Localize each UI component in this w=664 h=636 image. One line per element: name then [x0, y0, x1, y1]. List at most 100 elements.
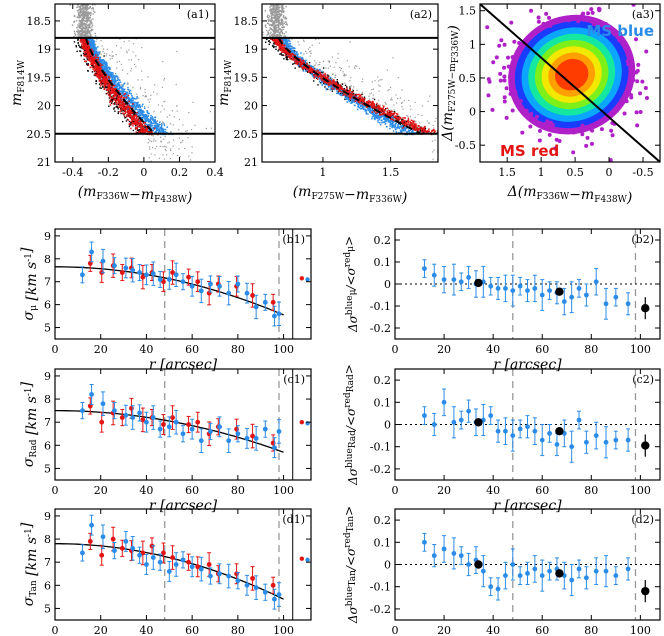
- grey-star: [81, 35, 84, 37]
- grey-star: [149, 98, 151, 100]
- blue-star: [111, 75, 114, 78]
- grey-star: [81, 31, 83, 33]
- grey-star: [274, 4, 276, 7]
- grey-star: [83, 24, 85, 26]
- grey-star: [80, 25, 83, 27]
- grey-star: [267, 20, 270, 22]
- black-star: [365, 105, 367, 107]
- red-star: [83, 50, 85, 53]
- grey-star: [84, 29, 86, 31]
- blue-star: [136, 104, 138, 106]
- red-star: [109, 99, 112, 101]
- red-star: [94, 66, 96, 68]
- blue-star: [91, 41, 94, 44]
- grey-star: [270, 5, 272, 7]
- grey-star: [378, 84, 380, 86]
- blue-star: [93, 46, 96, 48]
- black-star: [349, 86, 351, 88]
- blue-star: [119, 90, 122, 92]
- grey-star: [279, 28, 281, 31]
- blue-star: [115, 84, 117, 86]
- blue-star: [141, 113, 143, 115]
- grey-star: [361, 80, 363, 83]
- grey-star: [78, 35, 80, 37]
- blue-star: [128, 99, 130, 102]
- grey-star: [387, 108, 390, 110]
- blue-star: [380, 116, 382, 119]
- grey-star: [303, 53, 305, 55]
- grey-star: [86, 6, 88, 9]
- grey-star: [311, 44, 313, 46]
- grey-star: [371, 97, 374, 100]
- black-star: [273, 41, 275, 44]
- blue-star: [344, 96, 347, 99]
- black-star: [391, 115, 393, 117]
- blue-star: [287, 43, 289, 45]
- blue-star: [288, 47, 290, 50]
- grey-star: [159, 123, 162, 126]
- black-star: [273, 43, 276, 45]
- grey-star: [81, 18, 83, 20]
- grey-star: [275, 15, 277, 17]
- grey-star: [401, 89, 403, 91]
- red-star: [142, 131, 145, 134]
- black-star: [117, 112, 119, 115]
- red-star: [127, 94, 130, 97]
- black-star: [77, 39, 79, 41]
- grey-star: [496, 126, 497, 127]
- grey-star: [78, 5, 80, 8]
- grey-star: [451, 152, 452, 153]
- grey-star: [452, 156, 453, 157]
- red-star: [109, 84, 111, 87]
- grey-star: [267, 14, 269, 16]
- red-star: [106, 81, 108, 84]
- blue-star: [95, 50, 98, 52]
- blue-star: [118, 87, 121, 89]
- grey-star: [184, 147, 186, 150]
- black-star: [110, 86, 112, 89]
- grey-star: [319, 61, 321, 63]
- red-star: [109, 104, 112, 106]
- grey-star: [277, 26, 279, 28]
- black-star: [136, 129, 139, 132]
- grey-star: [317, 64, 319, 66]
- red-star: [99, 72, 102, 75]
- grey-star: [390, 109, 392, 111]
- grey-star: [397, 77, 399, 79]
- grey-star: [99, 51, 101, 53]
- red-star: [150, 131, 153, 134]
- grey-star: [81, 33, 83, 36]
- grey-star: [80, 16, 82, 19]
- red-star: [86, 54, 89, 56]
- red-star: [119, 101, 122, 103]
- blue-star: [134, 106, 136, 108]
- blue-star: [109, 73, 111, 76]
- blue-star: [116, 76, 119, 78]
- blue-star: [118, 88, 121, 90]
- blue-star: [138, 112, 140, 114]
- red-star: [139, 130, 142, 132]
- blue-star: [287, 54, 290, 56]
- red-star: [101, 64, 103, 66]
- blue-star: [104, 67, 107, 70]
- black-star: [337, 81, 339, 84]
- grey-star: [83, 27, 85, 30]
- blue-star: [118, 86, 121, 88]
- blue-star: [134, 101, 136, 104]
- black-star: [297, 63, 300, 65]
- red-star: [136, 111, 138, 114]
- blue-star: [118, 90, 121, 92]
- grey-star: [179, 156, 182, 158]
- blue-star: [371, 109, 373, 111]
- red-star: [108, 83, 110, 86]
- black-star: [105, 76, 108, 78]
- blue-star: [287, 45, 289, 47]
- blue-star: [402, 130, 405, 132]
- blue-star: [123, 82, 126, 84]
- grey-star: [135, 108, 138, 111]
- grey-star: [173, 139, 175, 141]
- grey-star: [94, 43, 97, 45]
- blue-star: [99, 58, 101, 60]
- grey-star: [408, 99, 410, 102]
- grey-star: [269, 35, 271, 37]
